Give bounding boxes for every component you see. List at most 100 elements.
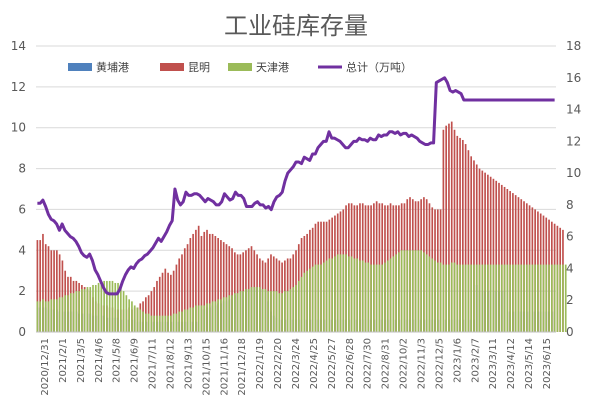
y-left-tick-label: 4 [18,243,26,257]
bar-3 [375,264,378,332]
y-left-tick-label: 14 [11,39,26,53]
bar-3 [484,264,486,332]
bar-2 [478,168,481,332]
x-tick-label: 2022/8/31 [381,338,392,389]
bar-2 [192,233,194,332]
bar-3 [562,264,564,332]
bar-3 [192,307,194,332]
bar-3 [475,264,478,332]
bar-3 [94,285,97,332]
bar-3 [178,311,181,332]
x-tick-label: 2021/6/9 [130,338,141,383]
bar-3 [509,264,511,332]
bar-series-group [36,121,567,332]
bar-2 [200,235,203,332]
bar-3 [425,254,428,332]
bar-2 [448,123,450,332]
x-tick-label: 2023/5/14 [524,338,535,389]
bar-3 [556,264,559,332]
bar-3 [348,256,350,332]
bar-3 [420,250,422,332]
bar-3 [103,280,105,332]
bar-3 [336,254,339,332]
bar-3 [345,254,347,332]
bar-3 [150,315,153,332]
bar-3 [261,289,264,332]
bar-3 [292,287,295,332]
bar-3 [406,250,409,332]
axes: 0 2 4 6 8 10 12 14 0 2 4 6 8 10 12 14 16 18 2020/12/31 2021… [11,39,582,396]
x-tick-label: 2022/2/20 [273,338,284,389]
bar-2 [512,193,514,332]
bar-2 [506,189,509,332]
bar-2 [156,280,158,332]
bar-3 [350,256,353,332]
bar-2 [503,186,506,332]
bar-3 [436,262,439,332]
bar-2 [233,252,236,332]
bar-3 [284,291,286,332]
bar-3 [553,264,556,332]
bar-2 [42,233,44,332]
bar-3 [286,291,289,332]
bar-3 [542,264,545,332]
bar-2 [206,229,208,332]
bar-3 [195,305,197,332]
bar-3 [231,295,233,332]
bar-2 [61,260,64,332]
bar-3 [39,301,42,332]
bar-3 [64,295,67,332]
bar-3 [534,264,536,332]
bar-2 [467,150,470,332]
bar-2 [158,276,161,332]
bar-3 [172,313,175,332]
bar-3 [161,315,164,332]
y-left-tick-label: 8 [18,162,26,176]
bar-3 [133,305,136,332]
bar-3 [83,289,86,332]
bar-2 [487,174,489,332]
bar-2 [183,248,186,332]
bar-3 [322,262,325,332]
bar-3 [100,282,103,332]
bar-2 [231,248,233,332]
bar-3 [512,264,514,332]
bar-3 [356,258,359,332]
bar-2 [47,246,50,332]
bar-3 [58,297,61,332]
y-right-tick-label: 6 [566,230,574,244]
bar-3 [233,293,236,332]
legend-swatch [228,63,252,71]
bar-3 [281,293,283,332]
x-tick-label: 2021/4/6 [94,338,105,383]
bar-3 [119,287,122,332]
bar-3 [122,291,125,332]
bar-2 [492,178,495,332]
bar-2 [445,125,447,332]
bar-3 [203,305,206,332]
x-tick-label: 2022/12/5 [434,338,445,389]
bar-3 [392,256,395,332]
bar-2 [150,291,153,332]
bar-3 [373,264,375,332]
bar-3 [331,258,333,332]
bar-3 [411,250,414,332]
bar-3 [548,264,550,332]
x-tick-label: 2021/9/13 [183,338,194,389]
bar-3 [328,258,331,332]
bar-3 [53,299,55,332]
bar-3 [492,264,495,332]
bar-2 [178,258,181,332]
x-tick-label: 2022/3/24 [291,338,302,389]
bar-3 [272,291,275,332]
gridlines [36,45,556,292]
bar-2 [53,250,55,332]
bar-3 [211,301,214,332]
x-tick-label: 2021/8/12 [166,338,177,389]
bar-3 [228,295,231,332]
bar-3 [489,264,492,332]
bar-3 [245,289,247,332]
bar-3 [167,315,169,332]
bar-2 [456,135,459,332]
